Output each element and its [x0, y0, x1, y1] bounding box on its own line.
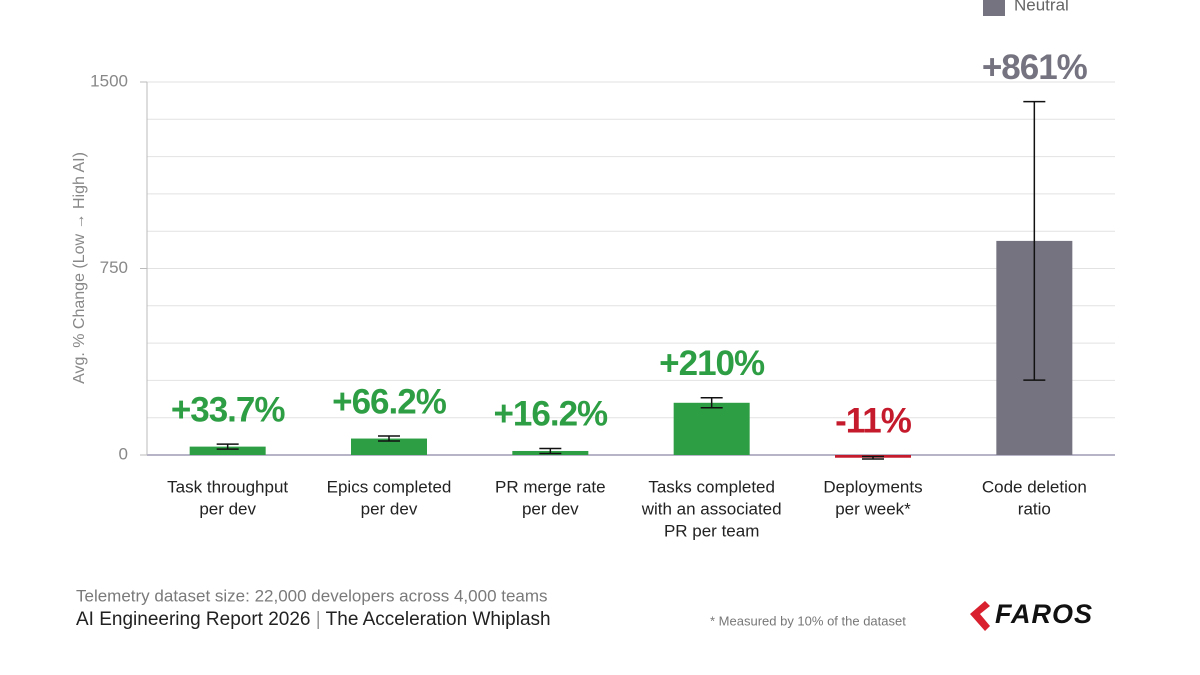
- value-label: +16.2%: [493, 395, 608, 434]
- value-label: -11%: [835, 401, 912, 440]
- x-tick-label: Code deletion: [982, 477, 1087, 496]
- bar: [351, 438, 427, 455]
- x-tick-label: Epics completed: [327, 477, 452, 496]
- x-tick-label: PR per team: [664, 521, 759, 540]
- y-axis-label: Avg. % Change (Low → High AI): [71, 152, 88, 384]
- logo-mark: [970, 601, 990, 631]
- report: AI Engineering Report 2026: [76, 609, 311, 630]
- value-label: +33.7%: [171, 390, 286, 429]
- y-tick-label: 1500: [90, 71, 128, 90]
- bar: [673, 402, 750, 455]
- dataset-note: Telemetry dataset size: 22,000 developer…: [76, 586, 548, 605]
- x-tick-label: per dev: [361, 499, 418, 518]
- footnote: * Measured by 10% of the dataset: [710, 613, 906, 628]
- value-label: +66.2%: [332, 382, 447, 421]
- x-tick-label: with an associated: [641, 499, 782, 518]
- x-tick-label: Tasks completed: [648, 477, 775, 496]
- x-tick-label: Task throughput: [167, 477, 288, 496]
- x-tick-label: per dev: [522, 499, 579, 518]
- legend-label: Neutral: [1014, 0, 1069, 14]
- legend-swatch: [983, 0, 1005, 16]
- subtitle: The Acceleration Whiplash: [326, 609, 551, 630]
- bar: [189, 446, 266, 455]
- x-tick-label: per week*: [835, 499, 911, 518]
- separator: |: [316, 609, 321, 630]
- x-tick-label: Deployments: [823, 477, 922, 496]
- y-tick-label: 0: [119, 444, 128, 463]
- logo: FAROS: [995, 599, 1093, 629]
- y-tick-label: 750: [100, 258, 128, 277]
- value-label: +210%: [659, 344, 765, 383]
- report-title: AI Engineering Report 2026 | The Acceler…: [76, 609, 551, 630]
- x-tick-label: PR merge rate: [495, 477, 606, 496]
- x-tick-label: per dev: [199, 499, 256, 518]
- value-label: +861%: [982, 48, 1088, 87]
- x-tick-label: ratio: [1018, 499, 1051, 518]
